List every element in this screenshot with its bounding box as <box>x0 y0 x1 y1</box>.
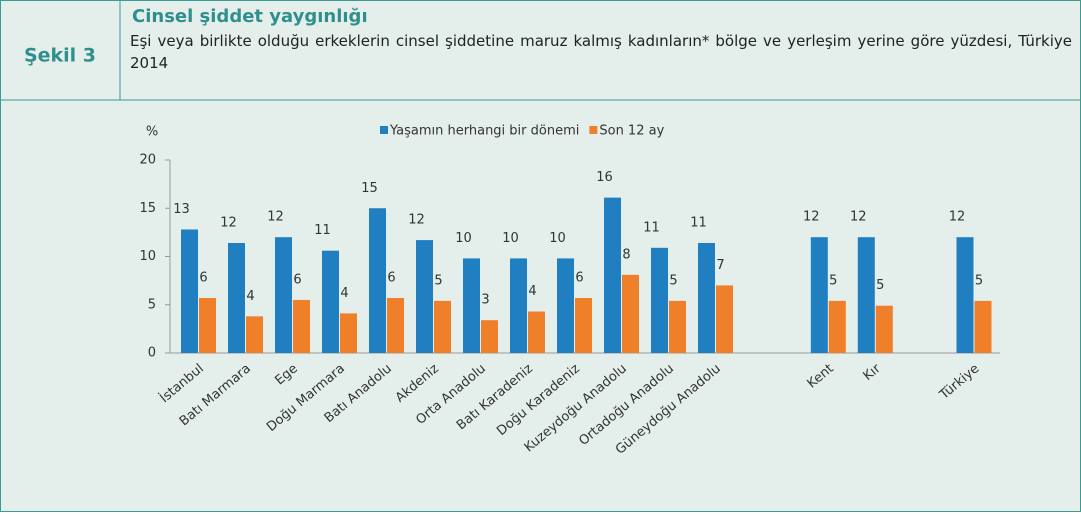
value-label: 10 <box>502 231 519 246</box>
value-label: 12 <box>850 210 867 225</box>
value-label: 6 <box>387 270 395 285</box>
bar <box>510 258 527 353</box>
value-label: 5 <box>975 273 983 288</box>
bar <box>463 258 480 353</box>
bar <box>651 247 668 353</box>
bar <box>604 197 621 353</box>
bar <box>369 208 386 353</box>
y-tick-label: 5 <box>148 297 156 312</box>
bar <box>340 313 357 353</box>
bar <box>956 237 974 353</box>
value-label: 5 <box>434 273 442 288</box>
value-label: 10 <box>455 231 472 246</box>
y-tick-label: 0 <box>148 346 156 361</box>
value-label: 12 <box>803 210 820 225</box>
value-label: 4 <box>340 286 348 301</box>
bar <box>575 297 592 353</box>
bar <box>698 242 715 353</box>
value-label: 4 <box>528 284 536 299</box>
bar <box>228 242 245 353</box>
value-label: 12 <box>220 215 237 230</box>
legend-swatch <box>589 126 598 134</box>
value-label: 4 <box>246 289 254 304</box>
bar <box>974 300 992 353</box>
value-label: 3 <box>481 293 489 308</box>
legend-label: Son 12 ay <box>599 124 664 139</box>
bar <box>828 300 846 353</box>
y-tick-label: 20 <box>139 153 156 168</box>
y-tick-label: 10 <box>139 249 156 264</box>
y-axis-label: % <box>146 125 158 140</box>
value-label: 12 <box>408 213 425 228</box>
value-label: 15 <box>361 181 378 196</box>
bar <box>622 274 639 353</box>
value-label: 7 <box>716 258 724 273</box>
value-label: 5 <box>876 278 884 293</box>
bar <box>434 300 451 353</box>
value-label: 12 <box>267 210 284 225</box>
chart-subtitle: Eşi veya birlikte olduğu erkeklerin cins… <box>130 32 1072 72</box>
legend-label: Yaşamın herhangi bir dönemi <box>389 124 579 139</box>
value-label: 11 <box>314 223 331 238</box>
value-label: 16 <box>596 170 613 185</box>
bar <box>387 297 404 353</box>
bar <box>528 311 545 353</box>
bar <box>857 237 875 353</box>
value-label: 6 <box>199 270 207 285</box>
legend-swatch <box>380 126 388 134</box>
value-label: 5 <box>829 273 837 288</box>
bar <box>293 299 310 353</box>
bar <box>875 305 893 353</box>
value-label: 8 <box>622 247 630 262</box>
bar <box>557 258 574 353</box>
value-label: 6 <box>575 270 583 285</box>
y-tick-label: 15 <box>139 201 156 216</box>
bar <box>275 237 292 353</box>
bar <box>669 300 686 353</box>
value-label: 6 <box>293 272 301 287</box>
bar <box>246 316 263 353</box>
figure-label: Şekil 3 <box>24 45 96 67</box>
bar <box>716 285 733 353</box>
value-label: 5 <box>669 273 677 288</box>
value-label: 12 <box>949 210 966 225</box>
bar <box>810 237 828 353</box>
subtitle-box: Eşi veya birlikte olduğu erkeklerin cins… <box>130 32 1072 72</box>
value-label: 13 <box>173 202 190 217</box>
bar <box>181 229 198 353</box>
value-label: 10 <box>549 231 566 246</box>
value-label: 11 <box>690 215 707 230</box>
chart-title: Cinsel şiddet yaygınlığı <box>132 6 368 27</box>
bar <box>322 250 339 353</box>
value-label: 11 <box>643 220 660 235</box>
bar <box>416 240 433 353</box>
bar <box>481 320 498 353</box>
bar <box>199 297 216 353</box>
